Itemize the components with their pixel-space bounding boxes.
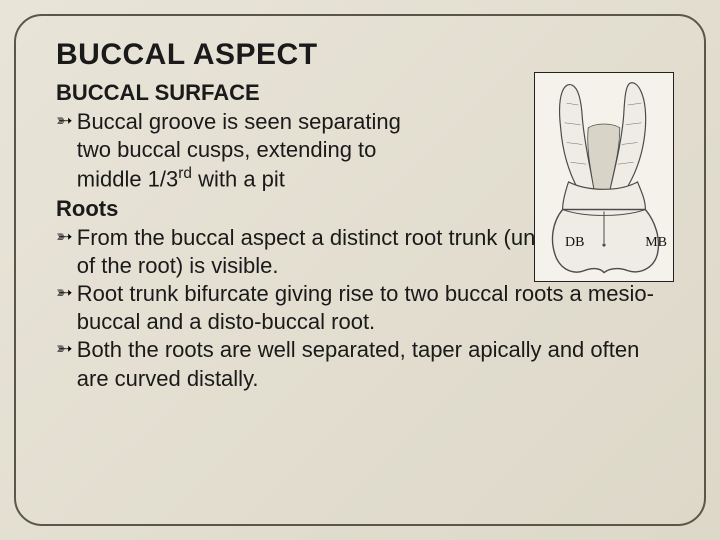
- bullet-1-text: Buccal groove is seen separating two buc…: [77, 108, 401, 194]
- bullet-3: ➳ Root trunk bifurcate giving rise to tw…: [56, 280, 672, 336]
- text-line: two buccal cusps, extending to: [77, 137, 377, 162]
- slide-title: BUCCAL ASPECT: [56, 38, 672, 72]
- bullet-icon: ➳: [56, 224, 73, 251]
- bullet-4-text: Both the roots are well separated, taper…: [77, 336, 672, 392]
- bullet-icon: ➳: [56, 108, 73, 135]
- text-line: Buccal groove is seen separating: [77, 109, 401, 134]
- buccal-pit: [602, 243, 605, 246]
- bullet-icon: ➳: [56, 280, 73, 307]
- text-line: middle 1/3: [77, 167, 179, 192]
- tooth-figure: DB MB: [534, 72, 674, 282]
- figure-label-mb: MB: [645, 235, 667, 251]
- bullet-3-text: Root trunk bifurcate giving rise to two …: [77, 280, 672, 336]
- figure-label-db: DB: [565, 235, 584, 251]
- superscript: rd: [178, 165, 192, 182]
- bullet-icon: ➳: [56, 336, 73, 363]
- slide-frame: BUCCAL ASPECT BUCCAL SURFACE ➳ Buccal gr…: [14, 14, 706, 526]
- bullet-4: ➳ Both the roots are well separated, tap…: [56, 336, 672, 392]
- text-line: with a pit: [192, 167, 285, 192]
